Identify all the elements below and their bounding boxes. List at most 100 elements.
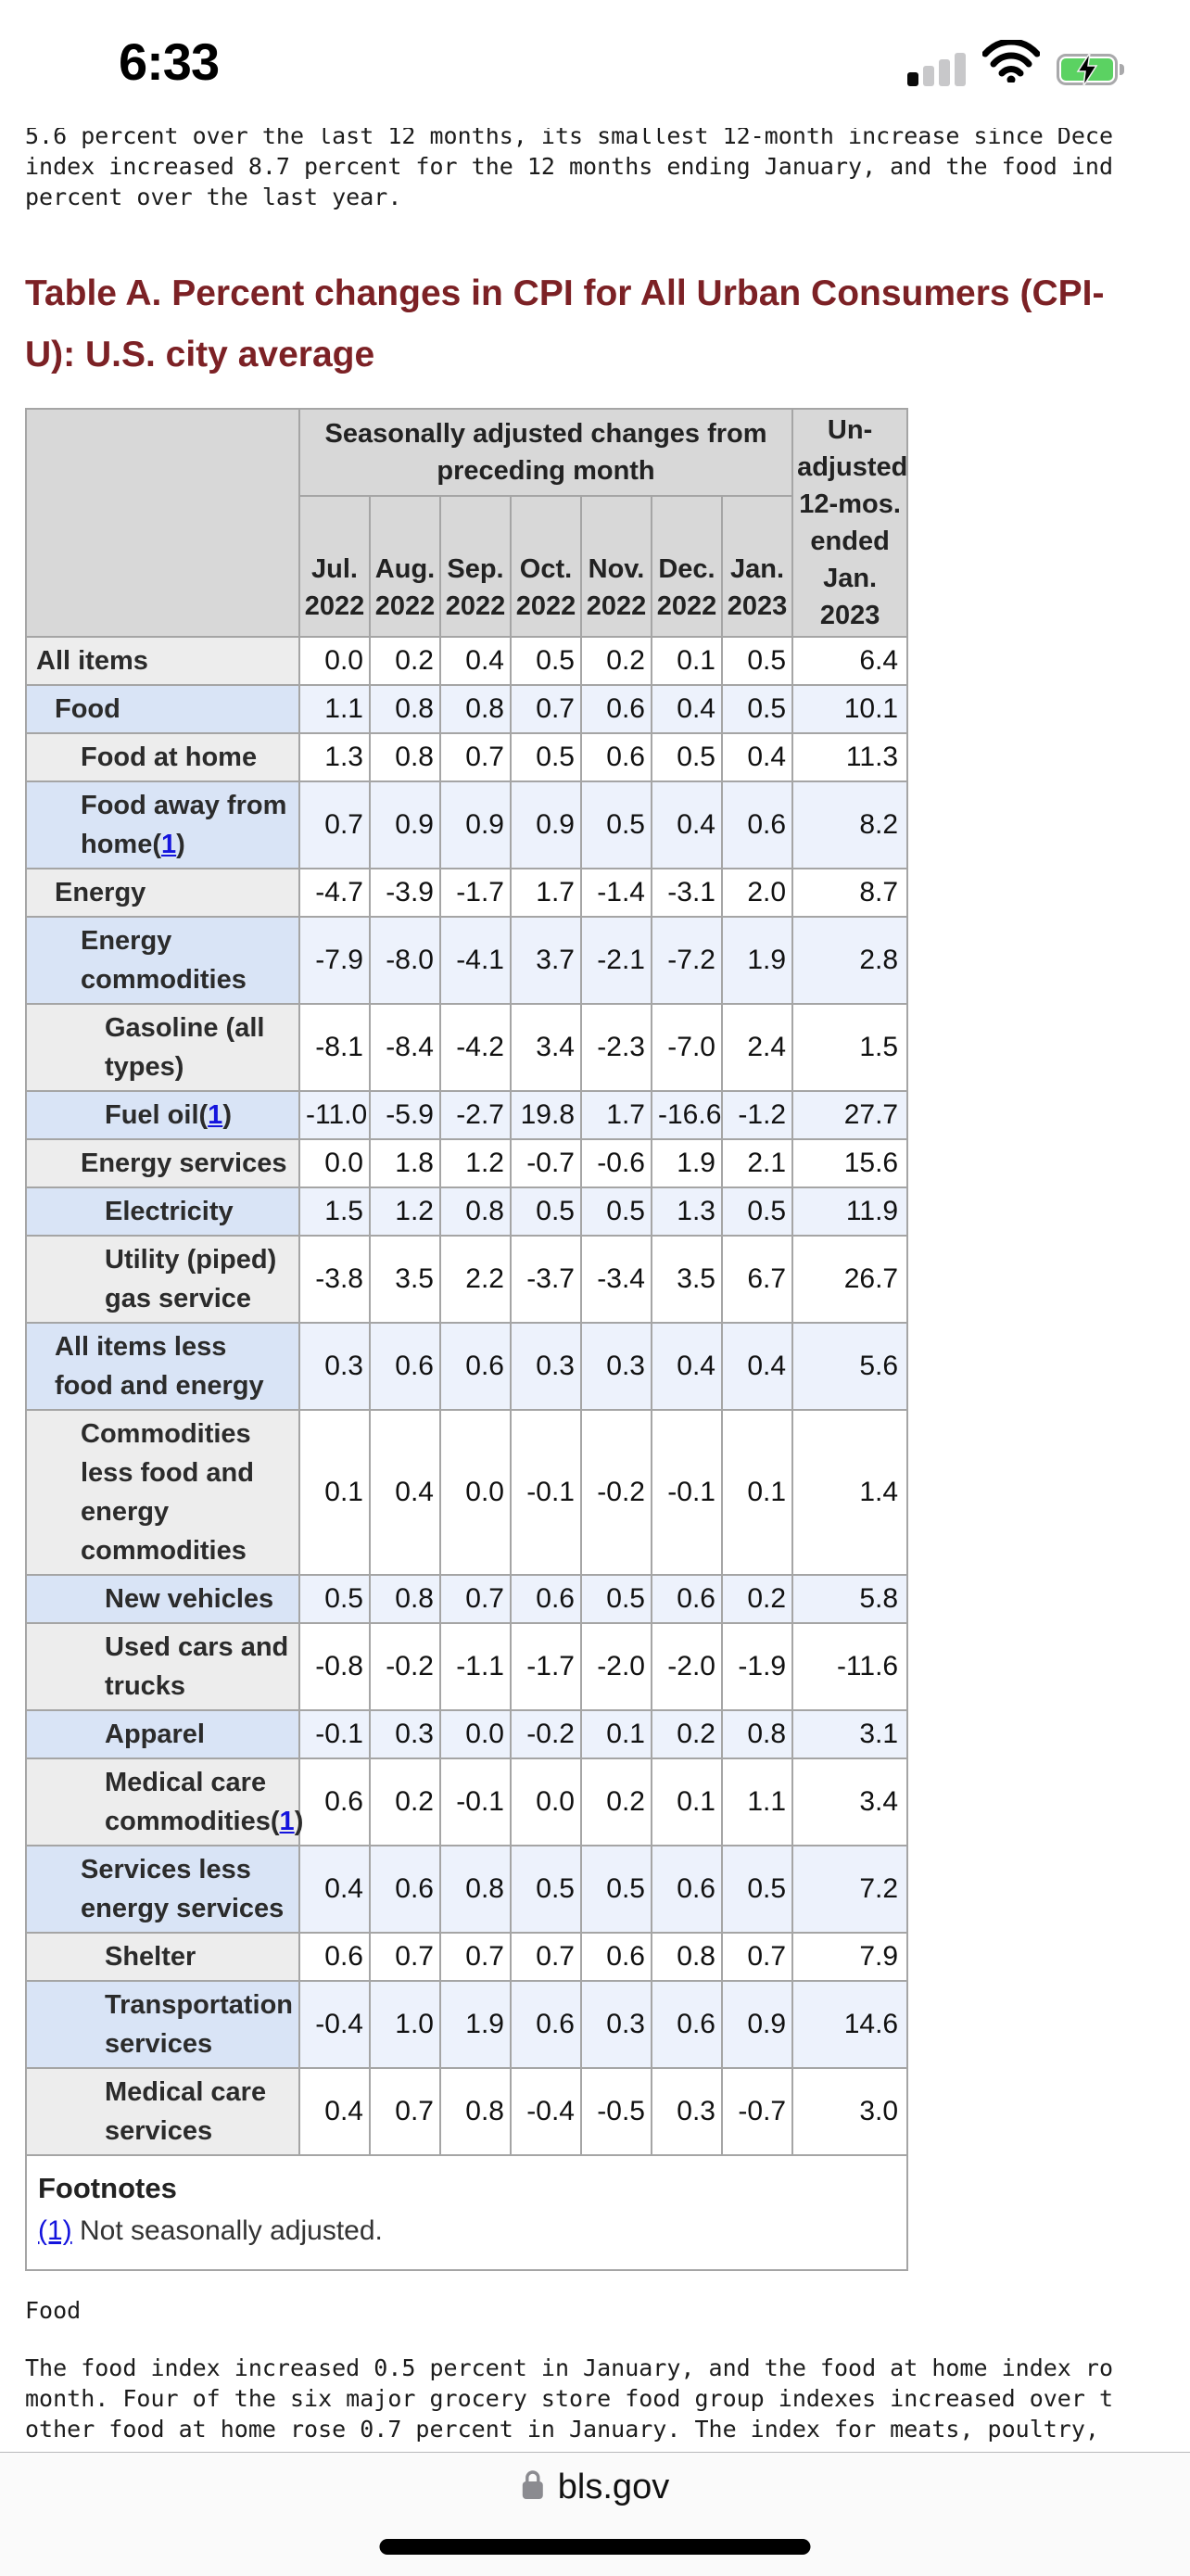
row-label: Utility (piped) gas service bbox=[25, 1235, 300, 1324]
monthly-change-cell: 0.7 bbox=[510, 684, 582, 734]
row-label: New vehicles bbox=[25, 1574, 300, 1624]
unadjusted-12mo-cell: 10.1 bbox=[791, 684, 909, 734]
monthly-change-cell: 0.3 bbox=[510, 1322, 582, 1411]
table-row: Apparel -0.1 0.3 0.0 -0.2 0.1 0.2 0.8 3.1 bbox=[25, 1709, 909, 1759]
monthly-change-cell: 0.2 bbox=[720, 1574, 794, 1624]
table-row: Gasoline (all types) -8.1 -8.4 -4.2 3.4 -2.3-… bbox=[25, 1003, 909, 1092]
row-label: Shelter bbox=[25, 1932, 300, 1982]
monthly-change-cell: 0.5 bbox=[298, 1574, 371, 1624]
monthly-change-cell: 6.7 bbox=[720, 1235, 794, 1324]
unadjusted-12mo-cell: 11.9 bbox=[791, 1186, 909, 1237]
monthly-change-cell: 0.4 bbox=[720, 732, 794, 782]
monthly-change-cell: -4.2 bbox=[439, 1003, 512, 1092]
row-label: Transportation services bbox=[25, 1980, 300, 2069]
column-header-jan-2023: Jan. 2023 bbox=[720, 495, 794, 638]
unadjusted-12mo-cell: 26.7 bbox=[791, 1235, 909, 1324]
monthly-change-cell: -0.1 bbox=[298, 1709, 371, 1759]
column-header-nov-2022: Nov. 2022 bbox=[580, 495, 652, 638]
unadjusted-12mo-cell: 3.4 bbox=[791, 1758, 909, 1846]
footnote-ref-link[interactable]: 1 bbox=[208, 1100, 223, 1130]
monthly-change-cell: 1.9 bbox=[651, 1138, 723, 1188]
unadjusted-12mo-cell: 6.4 bbox=[791, 636, 909, 686]
footnote-ref-link[interactable]: 1 bbox=[161, 830, 177, 859]
monthly-change-cell: -1.4 bbox=[580, 868, 652, 918]
monthly-change-cell: 0.3 bbox=[580, 1322, 652, 1411]
row-label: Electricity bbox=[25, 1186, 300, 1237]
monthly-change-cell: 1.2 bbox=[369, 1186, 441, 1237]
monthly-change-cell: 0.5 bbox=[510, 1186, 582, 1237]
monthly-change-cell: 2.1 bbox=[720, 1138, 794, 1188]
table-row: Electricity 1.5 1.2 0.8 0.5 0.5 1.3 0.5 11.9 bbox=[25, 1186, 909, 1237]
monthly-change-cell: -0.6 bbox=[580, 1138, 652, 1188]
monthly-change-cell: 0.5 bbox=[580, 780, 652, 869]
monthly-change-cell: -5.9 bbox=[369, 1090, 441, 1140]
column-header-sep-2022: Sep. 2022 bbox=[439, 495, 512, 638]
table-row: Medical care commodities(1) 0.6 0.2 -0.1 0.0… bbox=[25, 1758, 909, 1846]
monthly-change-cell: 0.7 bbox=[439, 732, 512, 782]
wifi-icon bbox=[981, 38, 1041, 87]
monthly-change-cell: 0.9 bbox=[439, 780, 512, 869]
url-bar[interactable]: bls.gov bbox=[521, 2468, 669, 2507]
table-row: New vehicles 0.5 0.8 0.7 0.6 0.5 0.6 0.2 5.8 bbox=[25, 1574, 909, 1624]
monthly-change-cell: 0.8 bbox=[369, 732, 441, 782]
monthly-change-cell: 1.1 bbox=[720, 1758, 794, 1846]
monthly-change-cell: 0.6 bbox=[580, 1932, 652, 1982]
monthly-change-cell: 0.6 bbox=[369, 1845, 441, 1934]
monthly-change-cell: 0.6 bbox=[720, 780, 794, 869]
table-row: Fuel oil(1) -11.0 -5.9 -2.7 19.8 1.7 -16.6 -1.2… bbox=[25, 1090, 909, 1140]
unadjusted-12mo-cell: 27.7 bbox=[791, 1090, 909, 1140]
monthly-change-cell: -3.4 bbox=[580, 1235, 652, 1324]
table-row: Utility (piped) gas service -3.8 3.5 2.2 -3.… bbox=[25, 1235, 909, 1324]
monthly-change-cell: 0.9 bbox=[510, 780, 582, 869]
monthly-change-cell: 0.7 bbox=[369, 2067, 441, 2156]
monthly-change-cell: 0.9 bbox=[720, 1980, 794, 2069]
row-label: Food bbox=[25, 684, 300, 734]
unadjusted-12mo-cell: 1.4 bbox=[791, 1409, 909, 1576]
unadjusted-12mo-cell: 3.0 bbox=[791, 2067, 909, 2156]
row-label: Medical care commodities(1) bbox=[25, 1758, 303, 1846]
unadjusted-12mo-cell: 1.5 bbox=[791, 1003, 909, 1092]
row-label: All items bbox=[25, 636, 300, 686]
monthly-change-cell: 0.5 bbox=[720, 1186, 794, 1237]
table-row: Food 1.1 0.8 0.8 0.7 0.6 0.4 0.5 10.1 bbox=[25, 684, 909, 734]
monthly-change-cell: 0.0 bbox=[439, 1409, 512, 1576]
monthly-change-cell: -2.0 bbox=[580, 1622, 652, 1711]
monthly-change-cell: 0.8 bbox=[439, 1186, 512, 1237]
monthly-change-cell: -8.1 bbox=[298, 1003, 371, 1092]
footnote-anchor-link[interactable]: (1) bbox=[38, 2215, 72, 2246]
monthly-change-cell: 0.5 bbox=[720, 684, 794, 734]
monthly-change-cell: -2.3 bbox=[580, 1003, 652, 1092]
monthly-change-cell: 0.7 bbox=[720, 1932, 794, 1982]
monthly-change-cell: -2.7 bbox=[439, 1090, 512, 1140]
monthly-change-cell: 0.3 bbox=[651, 2067, 723, 2156]
column-header-dec-2022: Dec. 2022 bbox=[651, 495, 723, 638]
monthly-change-cell: -0.7 bbox=[510, 1138, 582, 1188]
home-indicator[interactable] bbox=[379, 2539, 811, 2555]
monthly-change-cell: 0.7 bbox=[439, 1574, 512, 1624]
monthly-change-cell: 0.8 bbox=[439, 1845, 512, 1934]
monthly-change-cell: 0.2 bbox=[369, 1758, 441, 1846]
row-label: Medical care services bbox=[25, 2067, 300, 2156]
monthly-change-cell: -4.1 bbox=[439, 916, 512, 1005]
browser-bottom-bar: bls.gov bbox=[0, 2452, 1190, 2576]
monthly-change-cell: 0.2 bbox=[369, 636, 441, 686]
cellular-signal-icon bbox=[907, 47, 966, 87]
monthly-change-cell: 2.2 bbox=[439, 1235, 512, 1324]
footnote-ref-link[interactable]: 1 bbox=[279, 1807, 295, 1836]
monthly-change-cell: 0.4 bbox=[298, 2067, 371, 2156]
monthly-change-cell: 0.5 bbox=[720, 1845, 794, 1934]
monthly-change-cell: 0.8 bbox=[439, 2067, 512, 2156]
unadjusted-12mo-cell: -11.6 bbox=[791, 1622, 909, 1711]
monthly-change-cell: -2.0 bbox=[651, 1622, 723, 1711]
monthly-change-cell: 0.7 bbox=[369, 1932, 441, 1982]
table-row: Energy commodities -7.9 -8.0 -4.1 3.7 -2.1 -7.… bbox=[25, 916, 909, 1005]
monthly-change-cell: 0.6 bbox=[369, 1322, 441, 1411]
monthly-change-cell: 0.5 bbox=[510, 1845, 582, 1934]
monthly-change-cell: -7.9 bbox=[298, 916, 371, 1005]
unadjusted-12mo-cell: 11.3 bbox=[791, 732, 909, 782]
monthly-change-cell: 1.9 bbox=[439, 1980, 512, 2069]
monthly-change-cell: 0.0 bbox=[510, 1758, 582, 1846]
monthly-change-cell: 0.5 bbox=[720, 636, 794, 686]
monthly-change-cell: -1.1 bbox=[439, 1622, 512, 1711]
